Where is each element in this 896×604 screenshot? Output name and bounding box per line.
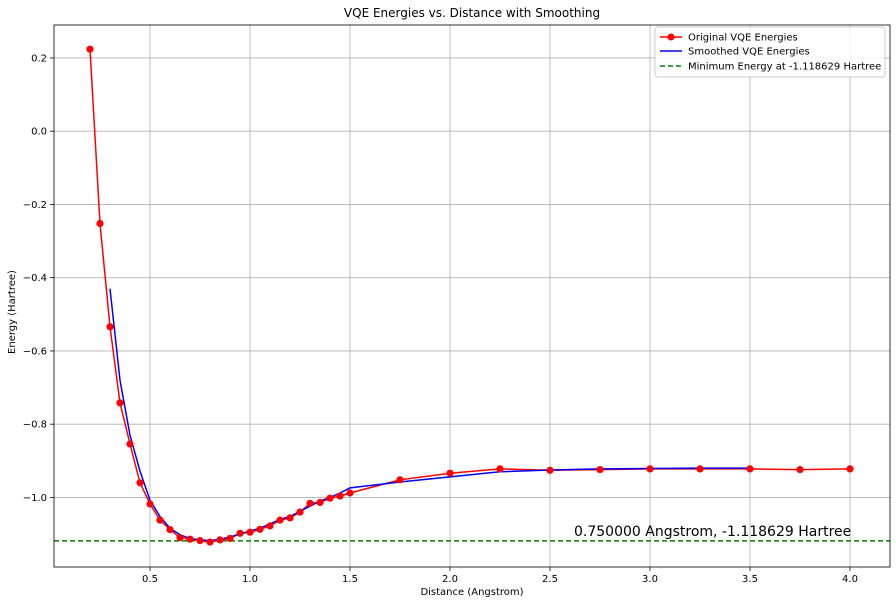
data-point-original	[796, 466, 804, 474]
data-point-original	[206, 538, 214, 546]
data-point-original	[696, 465, 704, 473]
x-tick-label: 3.0	[642, 574, 658, 585]
x-tick-label: 4.0	[842, 574, 858, 585]
y-tick-label: 0.2	[31, 53, 47, 64]
y-tick-label: −1.0	[23, 493, 47, 504]
data-point-original	[176, 534, 184, 542]
data-point-original	[346, 489, 354, 497]
data-point-original	[156, 516, 164, 524]
x-tick-label: 2.5	[542, 574, 558, 585]
data-point-original	[126, 440, 134, 448]
legend: Original VQE Energies Smoothed VQE Energ…	[654, 26, 886, 78]
data-point-original	[296, 508, 304, 516]
legend-min-energy-label: Minimum Energy at -1.118629 Hartree	[688, 62, 881, 73]
x-tick-label: 3.5	[742, 574, 758, 585]
data-point-original	[306, 499, 314, 507]
data-point-original	[496, 465, 504, 473]
data-point-original	[266, 522, 274, 530]
data-point-original	[116, 399, 124, 407]
legend-original-marker	[667, 33, 675, 41]
data-point-original	[166, 526, 174, 534]
data-point-original	[96, 219, 104, 228]
x-tick-label: 1.0	[242, 574, 258, 585]
legend-smoothed-label: Smoothed VQE Energies	[688, 47, 810, 58]
data-point-original	[326, 494, 334, 502]
data-point-original	[196, 537, 204, 545]
data-point-original	[396, 476, 404, 484]
data-point-original	[106, 323, 114, 331]
legend-original-label: Original VQE Energies	[688, 33, 798, 44]
ticks: 0.5 1.0 1.5 2.0 2.5 3.0 3.5 4.0 0.2 0.0 −0.2 −0.4 −0…	[23, 53, 858, 585]
x-tick-label: 1.5	[342, 574, 358, 585]
data-point-original	[216, 536, 224, 544]
data-point-original	[546, 466, 554, 474]
data-point-original	[256, 525, 264, 533]
y-tick-label: −0.6	[23, 346, 47, 357]
data-point-original	[186, 535, 194, 543]
data-point-original	[446, 469, 454, 477]
data-point-original	[276, 516, 284, 524]
data-point-original	[146, 500, 154, 508]
x-axis-label: Distance (Angstrom)	[420, 587, 523, 598]
y-axis-label: Energy (Hartree)	[7, 270, 18, 354]
legend-box	[654, 26, 886, 78]
x-tick-label: 0.5	[142, 574, 158, 585]
y-tick-label: −0.4	[23, 273, 47, 284]
min-energy-annotation: 0.750000 Angstrom, -1.118629 Hartree	[574, 524, 851, 540]
plot-area	[54, 25, 890, 567]
series-layer	[54, 45, 890, 546]
data-point-original	[236, 529, 244, 537]
data-point-original	[86, 45, 94, 53]
grid	[54, 25, 890, 567]
data-point-original	[226, 534, 234, 543]
data-point-original	[646, 465, 654, 473]
y-tick-label: 0.0	[31, 127, 47, 138]
data-point-original	[336, 492, 344, 500]
data-point-original	[746, 465, 754, 473]
data-point-original	[846, 465, 854, 473]
data-point-original	[246, 528, 254, 536]
data-point-original	[286, 514, 294, 522]
data-point-original	[596, 466, 604, 474]
plot-frame	[53, 24, 891, 568]
chart-title: VQE Energies vs. Distance with Smoothing	[344, 6, 600, 20]
y-tick-label: −0.8	[23, 420, 47, 431]
y-tick-label: −0.2	[23, 200, 47, 211]
x-tick-label: 2.0	[442, 574, 458, 585]
data-point-original	[316, 498, 324, 507]
data-point-original	[136, 479, 144, 487]
